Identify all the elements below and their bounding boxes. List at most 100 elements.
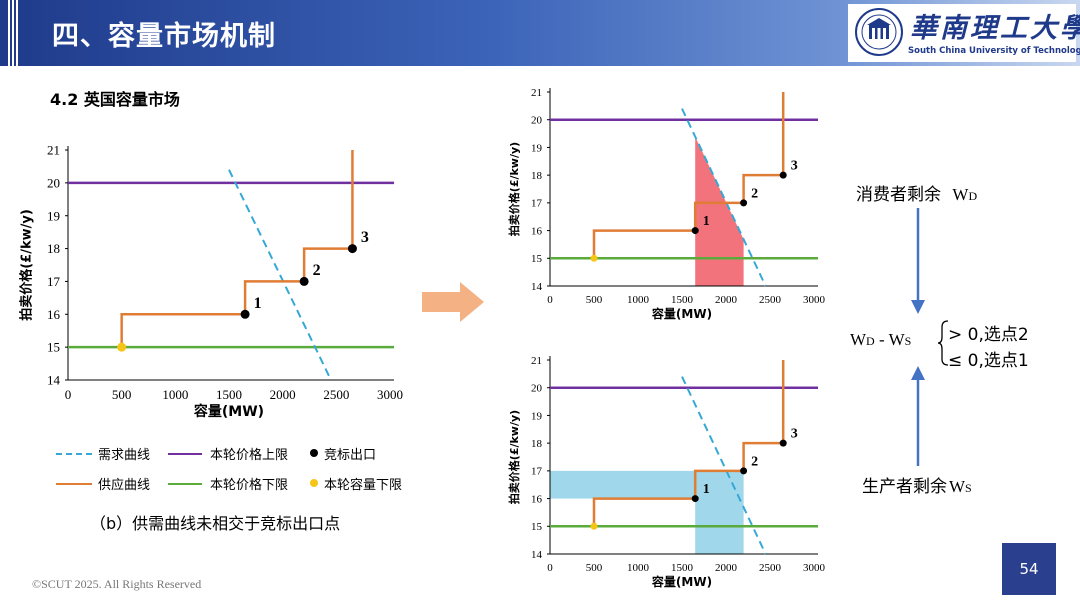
- x-tick-label: 1500: [671, 294, 694, 306]
- consumer-w: W: [952, 185, 969, 204]
- demand-curve: [681, 108, 767, 287]
- x-tick-label: 1500: [216, 387, 242, 402]
- y-tick-label: 19: [531, 142, 543, 154]
- capacity-floor-legend-dot: [310, 479, 318, 487]
- x-tick-label: 3000: [803, 294, 826, 306]
- bid-exit-point: [779, 171, 787, 179]
- slide-header: 四、容量市场机制 華南理工大學 South China University o…: [0, 0, 1080, 66]
- consumer-surplus-label: 消费者剩余 WD: [856, 180, 977, 205]
- left-brace-icon: [937, 320, 949, 366]
- legend-bid-exit: 竞标出口: [324, 448, 377, 463]
- consumer-surplus-text: 消费者剩余: [856, 185, 941, 205]
- bid-exit-point: [691, 495, 699, 503]
- condition-less-equal: ≤ 0,选点1: [948, 351, 1029, 371]
- y-tick-label: 17: [531, 466, 543, 478]
- bid-exit-label: 2: [313, 262, 321, 279]
- bid-exit-label: 1: [703, 482, 710, 497]
- supply-curve: [120, 150, 354, 348]
- y-tick-label: 17: [47, 274, 61, 289]
- y-axis-label: 拍卖价格(£/kw/y): [507, 142, 521, 236]
- x-tick-label: 500: [112, 387, 132, 402]
- legend-price-floor: 本轮价格下限: [210, 478, 289, 493]
- y-tick-label: 16: [531, 493, 543, 505]
- bid-exit-point: [240, 309, 250, 319]
- x-tick-label: 1500: [671, 562, 694, 574]
- capacity-floor-point: [590, 522, 598, 530]
- y-tick-label: 14: [531, 281, 543, 293]
- legend-demand: 需求曲线: [98, 448, 151, 463]
- x-tick-label: 3000: [803, 562, 826, 574]
- condition-greater: > 0,选点2: [948, 325, 1029, 345]
- supply-curve: [592, 92, 785, 259]
- y-tick-label: 18: [531, 438, 543, 450]
- x-tick-label: 2000: [270, 387, 296, 402]
- y-tick-label: 20: [47, 175, 60, 190]
- y-tick-label: 20: [531, 383, 543, 395]
- x-tick-label: 0: [65, 387, 72, 402]
- y-tick-label: 16: [531, 225, 543, 237]
- bid-exit-point: [740, 199, 748, 207]
- y-axis-label: 拍卖价格(£/kw/y): [507, 410, 521, 504]
- page-number: 54: [1002, 543, 1056, 595]
- x-tick-label: 0: [547, 562, 553, 574]
- diff-d: D: [866, 334, 875, 348]
- y-tick-label: 17: [531, 198, 543, 210]
- y-tick-label: 19: [531, 410, 543, 422]
- diff-w2: W: [888, 330, 905, 349]
- x-tick-label: 2000: [715, 294, 738, 306]
- legend-price-cap: 本轮价格上限: [210, 448, 289, 463]
- x-tick-label: 1000: [627, 294, 650, 306]
- slide-title: 四、容量市场机制: [52, 21, 276, 52]
- x-tick-label: 2500: [759, 294, 782, 306]
- copyright-footer: ©SCUT 2025. All Rights Reserved: [32, 577, 202, 591]
- surplus-difference: WD - WS: [850, 330, 911, 350]
- supply-legend-line: [56, 483, 92, 485]
- x-tick-label: 3000: [377, 387, 403, 402]
- y-tick-label: 18: [47, 241, 60, 256]
- bid-exit-legend-dot: [310, 449, 318, 457]
- y-tick-label: 20: [531, 115, 543, 127]
- seal-icon: [855, 8, 903, 56]
- bid-exit-point: [299, 276, 309, 286]
- bid-exit-label: 1: [254, 295, 262, 312]
- bid-exit-point: [779, 439, 787, 447]
- producer-surplus-label: 生产者剩余 WS: [862, 472, 972, 497]
- y-tick-label: 15: [531, 253, 543, 265]
- bid-exit-label: 2: [751, 186, 758, 201]
- y-tick-label: 18: [531, 170, 543, 182]
- bid-exit-point: [347, 244, 357, 254]
- producer-surplus-symbol: WS: [949, 477, 972, 496]
- x-axis-label: 容量(MW): [651, 574, 712, 589]
- right-arrow-icon: [422, 282, 484, 322]
- legend-supply: 供应曲线: [98, 478, 151, 493]
- demand-legend-line: [56, 453, 92, 455]
- consumer-surplus-symbol: WD: [952, 185, 977, 204]
- diff-minus: -: [874, 330, 889, 349]
- x-tick-label: 2500: [759, 562, 782, 574]
- arrow-down-icon: [911, 208, 925, 314]
- demand-curve: [681, 376, 767, 555]
- diff-w1: W: [850, 330, 867, 349]
- supply-curve: [592, 360, 785, 527]
- producer-surplus-area: [550, 470, 696, 499]
- x-tick-label: 1000: [162, 387, 188, 402]
- y-axis-label: 拍卖价格(£/kw/y): [18, 209, 34, 321]
- y-tick-label: 15: [47, 340, 60, 355]
- y-tick-label: 14: [47, 373, 61, 388]
- header-stripes: [8, 0, 18, 66]
- price-cap-legend-line: [168, 453, 202, 455]
- consumer-surplus-area: [695, 136, 744, 286]
- y-tick-label: 21: [531, 355, 542, 367]
- consumer-d: D: [968, 189, 978, 203]
- x-tick-label: 500: [586, 562, 603, 574]
- producer-surplus-area: [695, 470, 744, 554]
- y-tick-label: 21: [47, 143, 60, 158]
- bid-exit-label: 3: [791, 159, 798, 174]
- bid-exit-label: 1: [703, 214, 710, 229]
- y-tick-label: 16: [47, 307, 61, 322]
- y-tick-label: 19: [47, 208, 60, 223]
- diff-s: S: [904, 334, 912, 348]
